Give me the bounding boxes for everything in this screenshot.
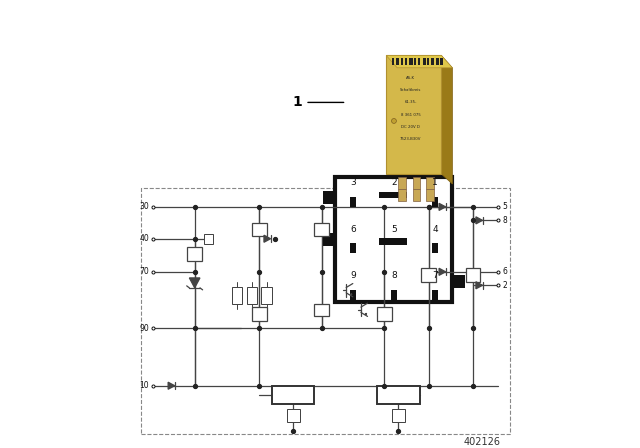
Text: 402126: 402126 bbox=[463, 437, 500, 447]
Bar bbox=[246, 287, 257, 304]
Bar bbox=[440, 58, 442, 65]
Polygon shape bbox=[476, 282, 483, 289]
Text: 70: 70 bbox=[140, 267, 149, 276]
Text: 10: 10 bbox=[140, 381, 149, 390]
Text: 6: 6 bbox=[350, 225, 356, 234]
Bar bbox=[431, 58, 434, 65]
Polygon shape bbox=[189, 278, 200, 288]
Bar bbox=[432, 243, 438, 253]
Text: 8: 8 bbox=[503, 216, 508, 225]
Bar bbox=[465, 268, 481, 282]
Bar bbox=[413, 189, 420, 201]
Bar bbox=[204, 234, 213, 244]
Bar bbox=[232, 287, 242, 304]
Bar bbox=[426, 189, 434, 201]
Polygon shape bbox=[439, 203, 445, 211]
Bar bbox=[414, 58, 416, 65]
Bar bbox=[314, 223, 329, 236]
Bar bbox=[391, 290, 397, 300]
Polygon shape bbox=[350, 294, 352, 295]
Text: 8 361 075: 8 361 075 bbox=[401, 113, 420, 117]
Bar bbox=[261, 287, 272, 304]
Polygon shape bbox=[442, 56, 452, 184]
Text: 5: 5 bbox=[391, 225, 397, 234]
Bar bbox=[432, 197, 438, 207]
Bar bbox=[379, 192, 407, 198]
Text: 3: 3 bbox=[350, 178, 356, 187]
Text: 61.35-: 61.35- bbox=[404, 100, 417, 104]
Text: 5: 5 bbox=[503, 202, 508, 211]
Polygon shape bbox=[386, 56, 452, 68]
Bar bbox=[272, 386, 314, 404]
Circle shape bbox=[392, 119, 396, 123]
Text: 7523-B30V: 7523-B30V bbox=[400, 138, 421, 142]
Bar bbox=[350, 197, 356, 207]
Bar bbox=[377, 307, 392, 321]
Bar bbox=[436, 58, 439, 65]
Bar bbox=[427, 58, 429, 65]
Bar bbox=[323, 191, 335, 204]
Polygon shape bbox=[476, 217, 483, 224]
Bar bbox=[350, 243, 356, 253]
Text: 1: 1 bbox=[292, 95, 344, 109]
Text: DC 20V D: DC 20V D bbox=[401, 125, 420, 129]
Bar bbox=[421, 268, 436, 282]
Bar bbox=[422, 58, 426, 65]
Text: 30: 30 bbox=[140, 202, 149, 211]
Text: 90: 90 bbox=[140, 323, 149, 333]
Bar bbox=[323, 233, 335, 246]
Bar bbox=[252, 307, 266, 321]
Bar bbox=[287, 409, 300, 422]
Text: 1: 1 bbox=[432, 178, 438, 187]
Polygon shape bbox=[365, 313, 367, 314]
Text: 4: 4 bbox=[432, 225, 438, 234]
Bar bbox=[392, 58, 394, 65]
Text: 9: 9 bbox=[350, 271, 356, 280]
Text: 40: 40 bbox=[140, 234, 149, 243]
Text: Schaltkreis: Schaltkreis bbox=[400, 88, 421, 92]
Text: AS-K: AS-K bbox=[406, 76, 415, 80]
Bar bbox=[379, 238, 407, 245]
Bar bbox=[141, 189, 510, 434]
Polygon shape bbox=[386, 56, 442, 174]
Bar bbox=[432, 290, 438, 300]
Bar bbox=[413, 177, 420, 189]
Polygon shape bbox=[168, 382, 175, 389]
Polygon shape bbox=[439, 268, 445, 276]
Bar bbox=[452, 275, 465, 289]
Bar bbox=[426, 177, 434, 189]
Polygon shape bbox=[264, 235, 271, 242]
Bar bbox=[405, 58, 407, 65]
Text: 2: 2 bbox=[391, 178, 397, 187]
Bar bbox=[398, 189, 406, 201]
Bar bbox=[418, 58, 420, 65]
Text: 7: 7 bbox=[432, 271, 438, 280]
Bar bbox=[396, 58, 399, 65]
Text: 6: 6 bbox=[503, 267, 508, 276]
Text: 8: 8 bbox=[391, 271, 397, 280]
Bar bbox=[401, 58, 403, 65]
Bar bbox=[314, 304, 329, 316]
Bar bbox=[188, 247, 202, 261]
Bar bbox=[410, 58, 413, 65]
Bar bbox=[350, 290, 356, 300]
Bar bbox=[252, 223, 266, 236]
Text: 2: 2 bbox=[503, 281, 508, 290]
Bar bbox=[398, 177, 406, 189]
Bar bbox=[335, 177, 452, 302]
Bar bbox=[377, 386, 419, 404]
Bar bbox=[392, 409, 404, 422]
